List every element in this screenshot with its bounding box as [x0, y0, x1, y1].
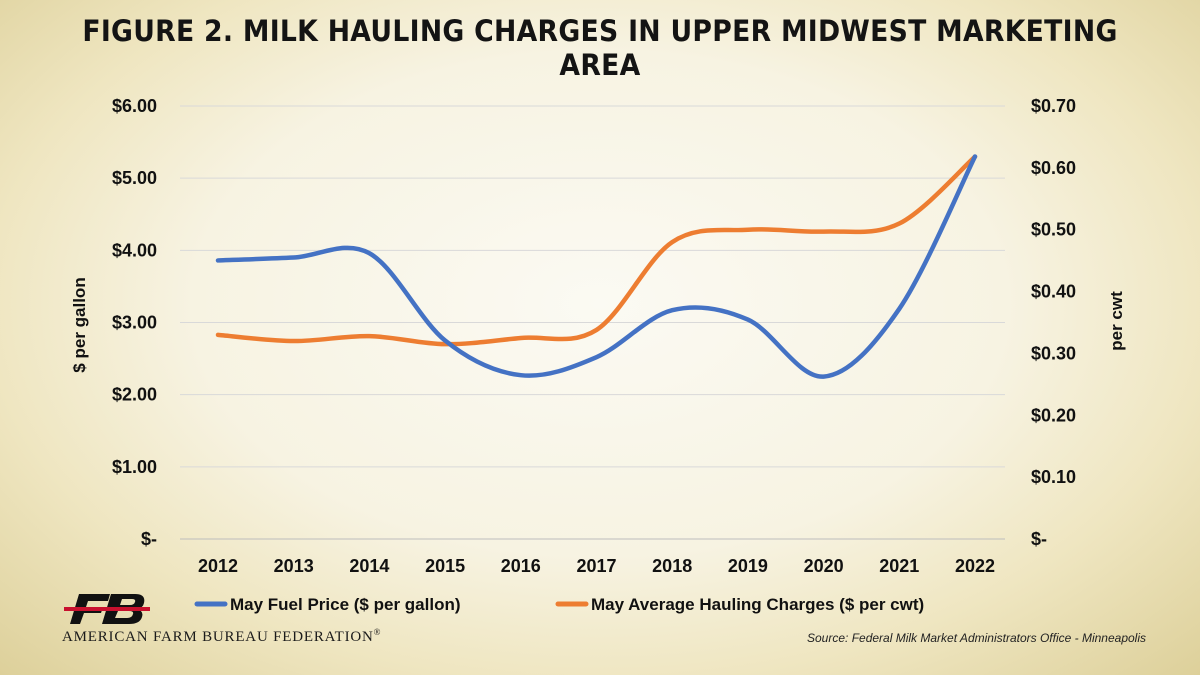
right-tick-label: $0.60: [1031, 158, 1076, 178]
gridlines: [180, 105, 1005, 540]
x-tick-label: 2013: [274, 556, 314, 576]
x-tick-label: 2017: [576, 556, 616, 576]
x-tick-label: 2012: [198, 556, 238, 576]
x-tick-label: 2014: [349, 556, 389, 576]
left-axis-ticks: $- $1.00 $2.00 $3.00 $4.00 $5.00 $6.00: [112, 96, 157, 549]
x-tick-label: 2022: [955, 556, 995, 576]
right-tick-label: $0.20: [1031, 405, 1076, 425]
x-tick-label: 2019: [728, 556, 768, 576]
legend-label-fuel: May Fuel Price ($ per gallon): [230, 595, 461, 614]
x-axis-ticks: 2012 2013 2014 2015 2016 2017 2018 2019 2020 2021…: [198, 556, 995, 576]
source-note: Source: Federal Milk Market Administrato…: [807, 631, 1146, 645]
left-tick-label: $4.00: [112, 240, 157, 260]
left-tick-label: $6.00: [112, 96, 157, 116]
legend: May Fuel Price ($ per gallon) May Averag…: [194, 595, 924, 614]
organization-name: AMERICAN FARM BUREAU FEDERATION®: [62, 627, 382, 645]
right-tick-label: $0.70: [1031, 96, 1076, 116]
x-tick-label: 2015: [425, 556, 465, 576]
series-lines: [215, 154, 978, 379]
series-line-hauling: [215, 154, 978, 347]
afbf-logo-icon: [64, 594, 150, 624]
x-tick-label: 2020: [804, 556, 844, 576]
right-tick-label: $0.50: [1031, 220, 1076, 240]
x-tick-label: 2018: [652, 556, 692, 576]
right-tick-label: $0.30: [1031, 343, 1076, 363]
right-tick-label: $0.40: [1031, 282, 1076, 302]
left-tick-label: $1.00: [112, 457, 157, 477]
right-tick-label: $-: [1031, 529, 1047, 549]
y-axis-label: $ per gallon: [70, 277, 89, 372]
x-tick-label: 2021: [879, 556, 919, 576]
right-tick-label: $0.10: [1031, 467, 1076, 487]
left-tick-label: $2.00: [112, 385, 157, 405]
series-line-fuel: [215, 154, 978, 379]
legend-label-hauling: May Average Hauling Charges ($ per cwt): [591, 595, 924, 614]
left-tick-label: $3.00: [112, 313, 157, 333]
right-axis-ticks: $- $0.10 $0.20 $0.30 $0.40 $0.50 $0.60 $0.70: [1031, 96, 1076, 549]
y2-axis-label: per cwt: [1107, 291, 1126, 351]
x-tick-label: 2016: [501, 556, 541, 576]
left-tick-label: $-: [141, 529, 157, 549]
chart-title: FIGURE 2. MILK HAULING CHARGES IN UPPER …: [82, 14, 1118, 82]
left-tick-label: $5.00: [112, 168, 157, 188]
